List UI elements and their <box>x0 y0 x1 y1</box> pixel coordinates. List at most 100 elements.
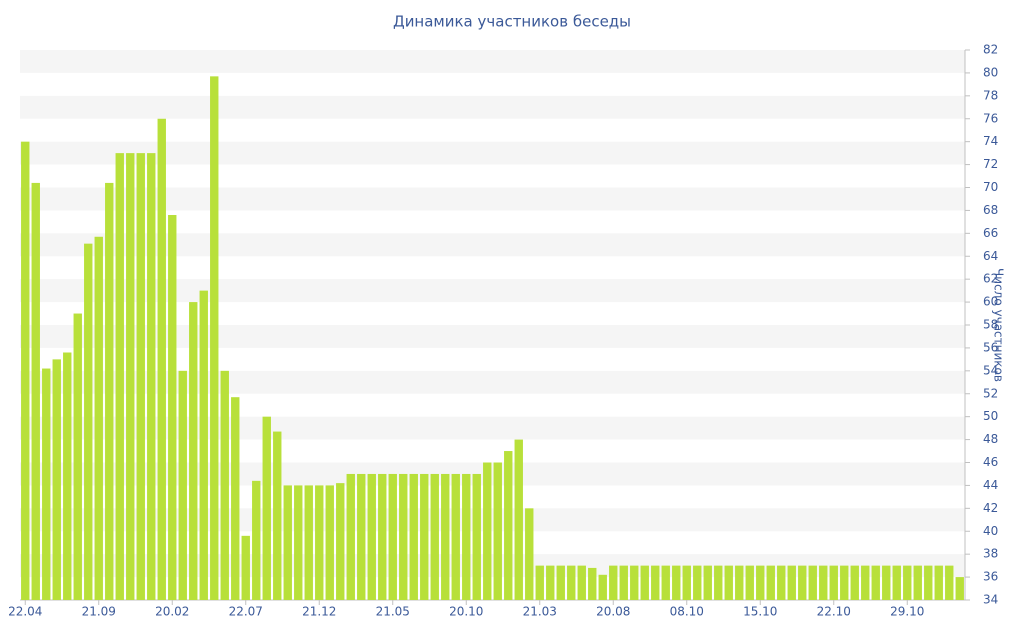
y-tick-label: 82 <box>983 43 998 57</box>
bar <box>556 565 565 600</box>
grid-band <box>20 50 965 73</box>
bar <box>598 574 607 600</box>
bar <box>451 473 460 600</box>
bar <box>441 473 450 600</box>
bar <box>787 565 796 600</box>
bar <box>42 368 51 600</box>
chart-title: Динамика участников беседы <box>393 13 631 31</box>
bar <box>430 473 439 600</box>
bar <box>850 565 859 600</box>
y-tick-label: 34 <box>983 593 998 607</box>
bar <box>189 302 198 600</box>
bar <box>493 462 502 600</box>
bar <box>105 182 114 600</box>
bar <box>609 565 618 600</box>
bar <box>241 535 250 600</box>
bar <box>577 565 586 600</box>
bar <box>756 565 765 600</box>
grid-band <box>20 233 965 257</box>
y-tick-label: 58 <box>983 318 998 332</box>
bar <box>682 565 691 600</box>
bar <box>346 473 355 600</box>
grid-band <box>20 325 965 348</box>
bar <box>378 473 387 600</box>
grid-band <box>20 370 965 394</box>
x-tick-label: 21.03 <box>523 605 557 619</box>
x-tick-label: 29.10 <box>890 605 924 619</box>
bar <box>525 508 534 600</box>
y-tick-label: 60 <box>983 295 998 309</box>
bar <box>619 565 628 600</box>
bar <box>724 565 733 600</box>
x-tick-label: 08.10 <box>670 605 704 619</box>
bar <box>903 565 912 600</box>
x-tick-label: 21.09 <box>82 605 116 619</box>
bar <box>651 565 660 600</box>
bar <box>829 565 838 600</box>
bar <box>808 565 817 600</box>
bar <box>588 567 597 600</box>
bar <box>798 565 807 600</box>
y-tick-label: 80 <box>983 65 998 79</box>
bar <box>73 313 82 600</box>
y-tick-label: 70 <box>983 180 998 194</box>
bar <box>304 485 313 600</box>
bar <box>409 473 418 600</box>
y-tick-label: 44 <box>983 478 998 492</box>
bar <box>955 577 964 600</box>
bar <box>178 370 187 600</box>
bar <box>535 565 544 600</box>
bar <box>703 565 712 600</box>
bar <box>892 565 901 600</box>
bar <box>934 565 943 600</box>
y-tick-label: 56 <box>983 340 998 354</box>
bar <box>220 370 229 600</box>
bar <box>819 565 828 600</box>
bar <box>924 565 933 600</box>
x-tick-label: 20.08 <box>596 605 630 619</box>
x-tick-label: 22.07 <box>229 605 263 619</box>
y-tick-label: 64 <box>983 249 998 263</box>
bar <box>357 473 366 600</box>
bar <box>168 215 177 600</box>
bar <box>504 451 513 600</box>
x-tick-label: 21.05 <box>376 605 410 619</box>
bar <box>777 565 786 600</box>
grid-band <box>20 279 965 303</box>
bar <box>567 565 576 600</box>
bar <box>514 439 523 600</box>
bar <box>483 462 492 600</box>
bar <box>861 565 870 600</box>
y-tick-label: 54 <box>983 363 998 377</box>
bar <box>462 473 471 600</box>
y-tick-label: 46 <box>983 455 998 469</box>
bar <box>945 565 954 600</box>
bar <box>147 153 156 600</box>
bar <box>126 153 135 600</box>
bar <box>913 565 922 600</box>
bar <box>766 565 775 600</box>
bar <box>84 243 93 601</box>
bar <box>231 397 240 600</box>
bar <box>63 352 72 600</box>
y-tick-label: 74 <box>983 134 998 148</box>
bar <box>283 485 292 600</box>
grid-band <box>20 416 965 440</box>
grid-band <box>20 462 965 486</box>
bar <box>294 485 303 600</box>
bar <box>273 431 282 600</box>
bar <box>21 141 30 600</box>
y-tick-label: 68 <box>983 203 998 217</box>
y-axis-label: Число участников <box>992 268 1006 382</box>
x-tick-label: 22.04 <box>8 605 42 619</box>
bar <box>52 359 61 600</box>
bar <box>199 290 208 600</box>
y-tick-label: 62 <box>983 272 998 286</box>
bar <box>31 182 40 600</box>
bar <box>115 153 124 600</box>
x-tick-label: 15.10 <box>743 605 777 619</box>
bar <box>136 153 145 600</box>
bar <box>399 473 408 600</box>
y-tick-label: 36 <box>983 570 998 584</box>
